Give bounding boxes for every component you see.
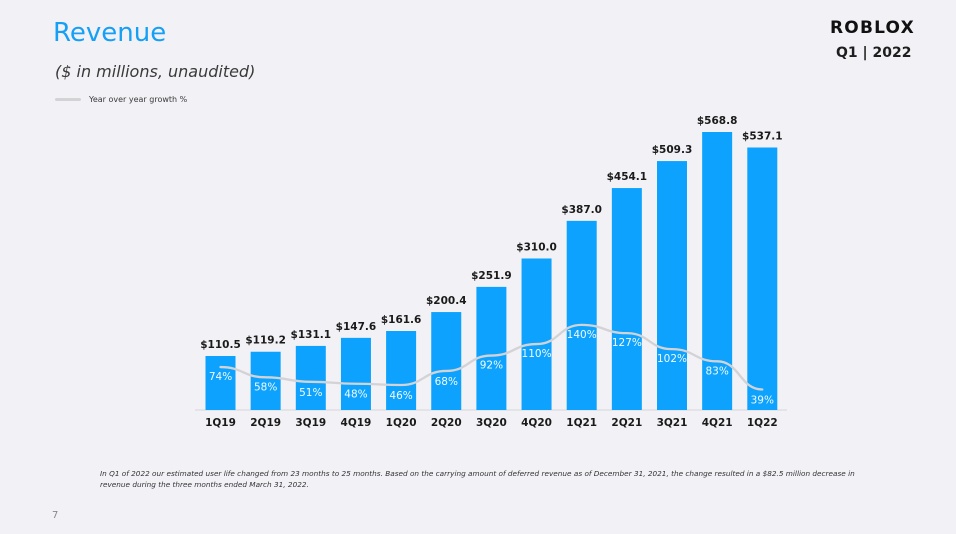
slide-subtitle: ($ in millions, unaudited) [55,62,256,81]
legend-label: Year over year growth % [89,95,188,104]
revenue-bar [611,188,642,410]
x-axis-tick-label: 2Q20 [431,417,462,429]
revenue-value-label: $251.9 [471,270,512,282]
revenue-bar [431,312,462,410]
growth-value-label: 140% [567,329,597,341]
revenue-value-label: $161.6 [381,314,422,326]
growth-value-label: 46% [389,390,412,402]
growth-value-label: 48% [344,389,367,401]
footnote: In Q1 of 2022 our estimated user life ch… [100,469,855,489]
growth-value-label: 110% [522,348,552,360]
x-axis-tick-label: 2Q21 [611,417,642,429]
chart-legend: Year over year growth % [55,95,187,104]
page-number: 7 [52,510,59,521]
revenue-bar [521,258,552,410]
x-axis-tick-label: 1Q20 [386,417,417,429]
roblox-logo: ROBLOX [830,18,915,37]
revenue-value-label: $568.8 [697,115,738,127]
x-axis-tick-label: 1Q19 [205,417,236,429]
revenue-bar [295,345,326,410]
revenue-value-label: $131.1 [291,329,332,341]
revenue-bar [340,337,371,410]
x-axis-tick-label: 2Q19 [250,417,281,429]
growth-line [219,323,764,391]
revenue-bar [657,161,687,410]
revenue-bar [476,286,507,410]
growth-value-label: 39% [751,394,774,406]
revenue-value-label: $147.6 [336,321,377,333]
x-axis-tick-label: 3Q20 [476,417,507,429]
x-axis-tick-label: 4Q21 [702,417,733,429]
growth-value-label: 127% [612,337,642,349]
x-axis-tick-label: 4Q20 [521,417,552,429]
growth-value-label: 92% [480,360,503,372]
growth-value-label: 68% [435,376,458,388]
legend-line-swatch [55,98,81,101]
revenue-value-label: $110.5 [200,339,241,351]
x-axis-tick-label: 1Q22 [747,417,778,429]
revenue-value-label: $310.0 [516,241,557,253]
x-axis-tick-label: 1Q21 [566,417,597,429]
revenue-value-label: $454.1 [607,171,648,183]
growth-value-label: 83% [705,365,728,377]
report-period: Q1 | 2022 [836,45,912,61]
revenue-bar [250,351,281,410]
revenue-value-label: $200.4 [426,295,467,307]
growth-value-label: 51% [299,387,322,399]
slide-title: Revenue [53,18,167,48]
revenue-value-label: $509.3 [652,144,693,156]
revenue-value-label: $387.0 [561,204,602,216]
growth-value-label: 58% [254,381,277,393]
growth-value-label: 74% [209,371,232,383]
revenue-value-label: $537.1 [742,130,783,142]
roblox-logo-text: ROBLOX [830,18,915,37]
revenue-bar [386,331,417,410]
growth-value-label: 102% [657,353,687,365]
revenue-bar [566,220,597,410]
x-axis-tick-label: 4Q19 [341,417,372,429]
x-axis-tick-label: 3Q21 [657,417,688,429]
revenue-bar [747,147,778,410]
revenue-bar [205,355,236,410]
x-axis-tick-label: 3Q19 [295,417,326,429]
revenue-value-label: $119.2 [245,335,286,347]
